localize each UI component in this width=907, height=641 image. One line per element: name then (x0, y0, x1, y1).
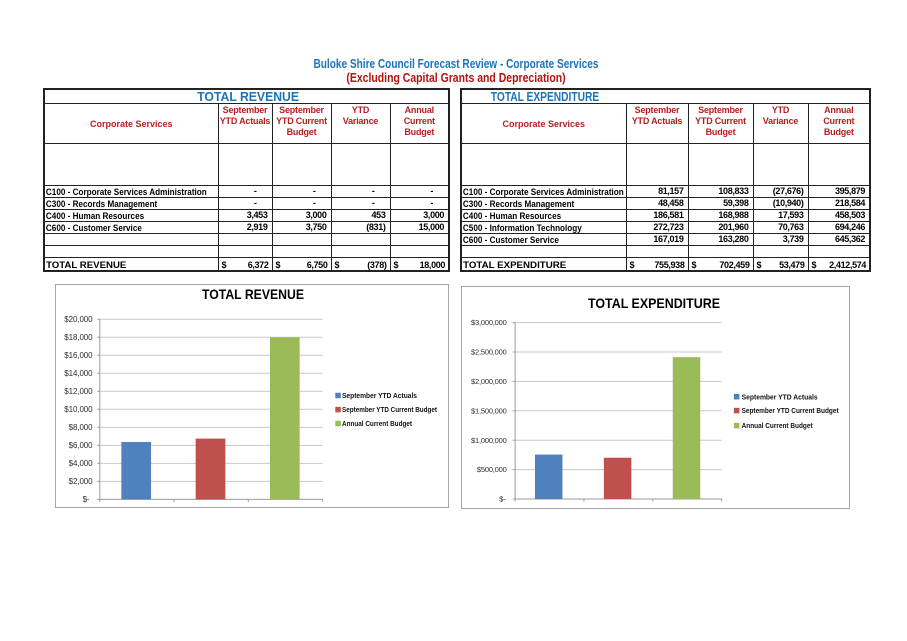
svg-text:TOTAL REVENUE: TOTAL REVENUE (202, 286, 304, 302)
svg-text:$4,000: $4,000 (69, 459, 94, 468)
svg-text:$2,000: $2,000 (69, 477, 94, 486)
svg-text:$1,500,000: $1,500,000 (471, 406, 507, 415)
svg-text:September YTD Actuals: September YTD Actuals (342, 393, 417, 400)
svg-text:$8,000: $8,000 (69, 423, 94, 432)
svg-text:TOTAL EXPENDITURE: TOTAL EXPENDITURE (588, 295, 720, 311)
svg-text:$10,000: $10,000 (64, 405, 93, 414)
svg-text:$20,000: $20,000 (64, 315, 93, 324)
svg-text:$14,000: $14,000 (64, 369, 93, 378)
svg-text:Annual Current Budget: Annual Current Budget (342, 421, 413, 428)
svg-text:Annual Current Budget: Annual Current Budget (742, 423, 814, 430)
svg-text:$6,000: $6,000 (69, 441, 94, 450)
svg-text:$2,500,000: $2,500,000 (471, 348, 507, 357)
svg-text:$3,000,000: $3,000,000 (471, 318, 507, 327)
svg-text:$16,000: $16,000 (64, 351, 93, 360)
svg-text:September YTD Current Budget: September YTD Current Budget (342, 407, 438, 414)
svg-text:$-: $- (83, 495, 90, 504)
svg-text:$18,000: $18,000 (64, 333, 93, 342)
svg-text:$1,000,000: $1,000,000 (471, 436, 507, 445)
svg-text:$12,000: $12,000 (64, 387, 93, 396)
svg-text:$-: $- (499, 495, 506, 504)
svg-text:September YTD Current Budget: September YTD Current Budget (742, 408, 840, 415)
svg-text:September YTD Actuals: September YTD Actuals (742, 394, 818, 401)
svg-text:$2,000,000: $2,000,000 (471, 377, 507, 386)
svg-text:$500,000: $500,000 (477, 465, 507, 474)
